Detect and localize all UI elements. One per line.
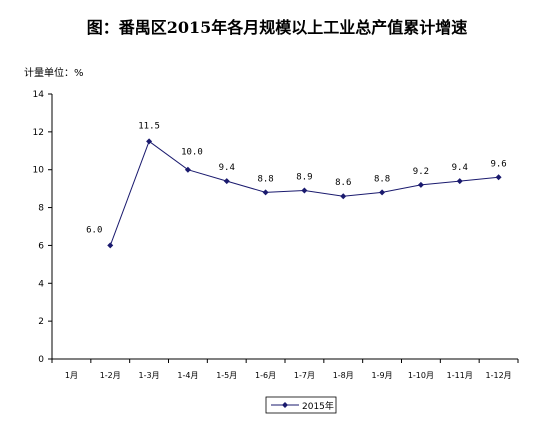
y-tick-label: 14	[33, 90, 45, 100]
data-label: 9.4	[452, 163, 468, 173]
data-point	[379, 189, 386, 196]
data-label: 9.4	[219, 163, 235, 173]
data-label: 6.0	[86, 225, 102, 235]
y-tick-label: 6	[38, 241, 44, 251]
x-tick-label: 1-11月	[447, 371, 473, 380]
x-tick-label: 1-5月	[216, 371, 237, 380]
legend-series-name: 2015年	[302, 400, 334, 412]
data-label: 8.9	[296, 173, 312, 183]
data-label: 9.2	[413, 167, 429, 177]
data-point	[262, 189, 269, 196]
data-label: 8.8	[257, 174, 273, 184]
x-tick-label: 1-4月	[177, 371, 198, 380]
y-tick-label: 12	[33, 128, 44, 138]
data-point	[107, 242, 114, 249]
data-label: 8.8	[374, 174, 390, 184]
data-point	[340, 193, 347, 200]
x-tick-label: 1-10月	[408, 371, 434, 380]
x-tick-label: 1-3月	[139, 371, 160, 380]
data-label: 8.6	[335, 178, 351, 188]
series-layer	[107, 138, 502, 249]
y-axis: 0 2 4 6 8 10 12 14	[33, 90, 53, 365]
y-tick-label: 8	[38, 204, 44, 214]
y-tick-label: 0	[38, 355, 44, 365]
data-point	[495, 174, 502, 181]
x-tick-label: 1月	[65, 371, 78, 380]
unit-label: 计量单位：%	[24, 66, 84, 79]
y-tick-label: 10	[33, 166, 45, 176]
x-tick-label: 1-2月	[100, 371, 121, 380]
legend-box	[265, 396, 337, 414]
data-point	[184, 166, 191, 173]
x-tick-label: 1-12月	[486, 371, 512, 380]
data-point	[301, 187, 308, 194]
data-label: 9.6	[490, 159, 506, 169]
data-point	[417, 181, 424, 188]
legend-marker	[282, 402, 288, 408]
x-tick-label: 1-6月	[255, 371, 276, 380]
data-label: 10.0	[181, 148, 203, 158]
y-tick-label: 4	[38, 279, 44, 289]
chart-title: 图：番禺区2015年各月规模以上工业总产值累计增速	[87, 18, 468, 37]
x-tick-label: 1-8月	[333, 371, 354, 380]
x-axis: 1月 1-2月 1-3月 1-4月 1-5月 1-6月 1-7月 1-8月 1-9月 1-10月 1…	[51, 358, 519, 380]
data-point	[456, 178, 463, 185]
data-point	[146, 138, 153, 145]
data-labels: 6.0 11.5 10.0 9.4 8.8 8.9 8.6 8.8 9.2 9.4 9.6	[86, 121, 507, 235]
x-tick-label: 1-9月	[372, 371, 393, 380]
data-point	[223, 178, 230, 185]
y-tick-label: 2	[38, 317, 44, 327]
data-label: 11.5	[138, 121, 160, 131]
legend: 2015年	[265, 396, 337, 414]
x-tick-label: 1-7月	[294, 371, 315, 380]
